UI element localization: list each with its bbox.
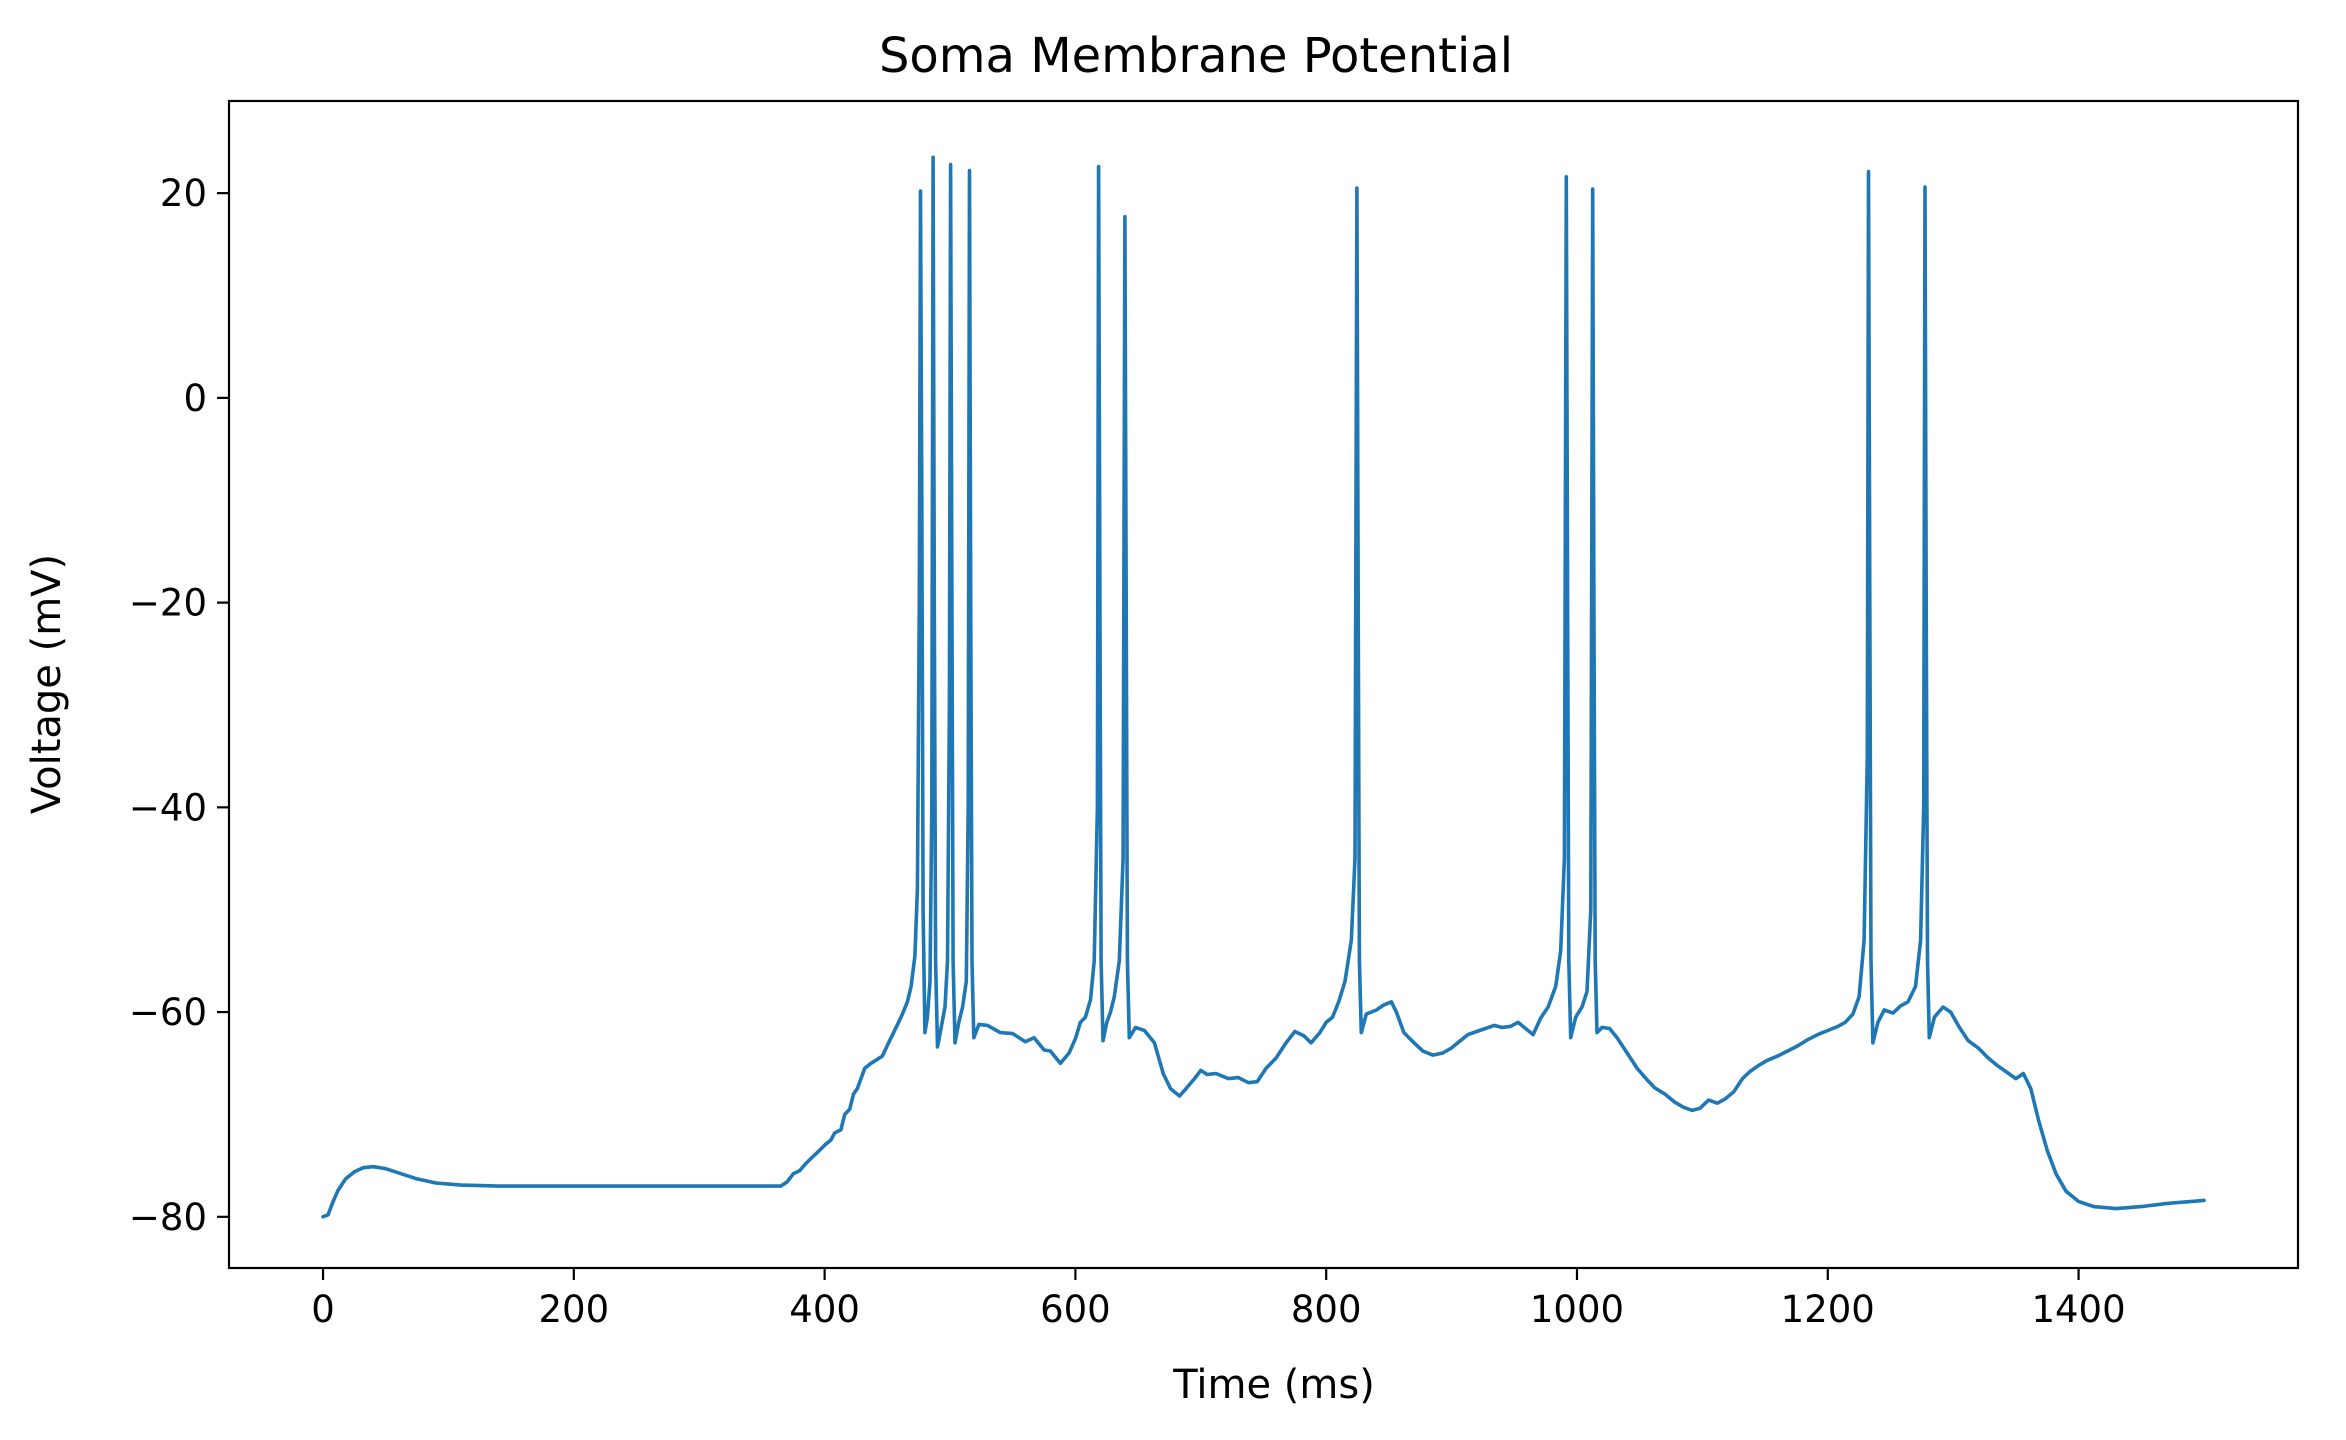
y-axis-ticks: −80 −60 −40 −20 0 20 xyxy=(129,172,229,1239)
x-tick-label: 1200 xyxy=(1781,1288,1875,1331)
x-tick-label: 400 xyxy=(789,1288,860,1331)
plot-frame xyxy=(227,99,2300,1270)
plot-area xyxy=(227,99,2300,1270)
x-axis-ticks: 0 200 400 600 800 1000 1200 1400 xyxy=(311,1268,2126,1331)
y-tick-label: −20 xyxy=(129,582,207,625)
series-layer xyxy=(321,155,2206,1219)
y-tick-label: 0 xyxy=(183,377,207,420)
series-line xyxy=(321,155,2206,1219)
y-tick-label: −80 xyxy=(129,1196,207,1239)
x-tick-label: 200 xyxy=(539,1288,610,1331)
x-axis-label: Time (ms) xyxy=(1172,1362,1375,1408)
chart-title: Soma Membrane Potential xyxy=(879,28,1513,84)
y-tick-label: 20 xyxy=(160,172,207,215)
x-tick-label: 1400 xyxy=(2031,1288,2125,1331)
x-tick-label: 0 xyxy=(311,1288,335,1331)
x-tick-label: 800 xyxy=(1291,1288,1362,1331)
x-tick-label: 1000 xyxy=(1530,1288,1624,1331)
x-tick-label: 600 xyxy=(1040,1288,1111,1331)
y-tick-label: −60 xyxy=(129,991,207,1034)
y-tick-label: −40 xyxy=(129,786,207,829)
y-axis-label: Voltage (mV) xyxy=(24,554,70,814)
